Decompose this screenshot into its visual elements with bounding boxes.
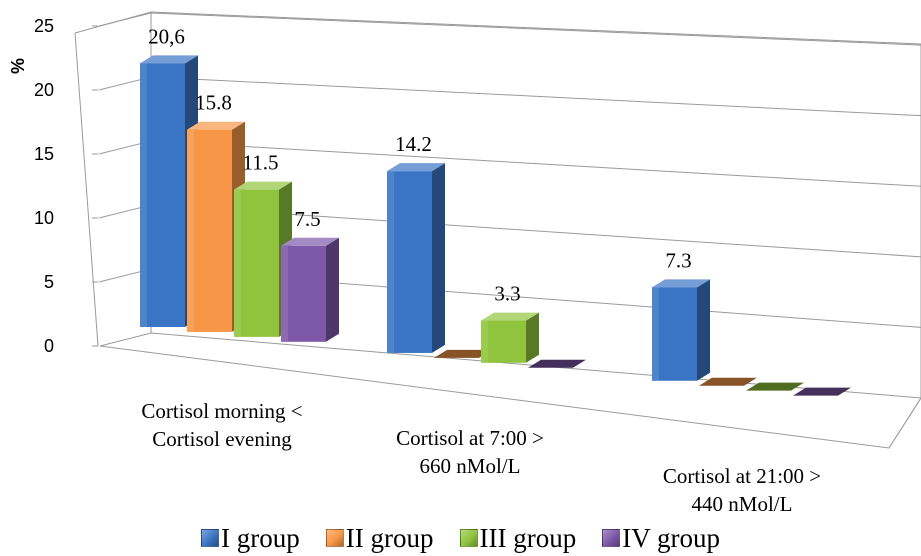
- legend-label: III group: [479, 522, 577, 553]
- data-label: 11.5: [243, 151, 279, 175]
- bar-flat: [434, 349, 492, 358]
- legend-item: IV group: [602, 523, 720, 554]
- bar-front: [481, 320, 526, 363]
- bar-front: [187, 129, 232, 332]
- data-label: 7.5: [294, 207, 320, 231]
- legend-swatch: [201, 529, 220, 547]
- wall-top-edge: [74, 11, 921, 45]
- bar-side: [326, 237, 339, 342]
- bar-highlight: [652, 287, 659, 381]
- bar-side: [526, 312, 539, 363]
- bar-front: [281, 245, 326, 342]
- bar: [699, 377, 757, 386]
- bar-highlight: [187, 129, 194, 332]
- legend-swatch: [602, 529, 621, 547]
- bar-side: [432, 163, 445, 353]
- gridline: [98, 12, 921, 46]
- bar-highlight: [281, 245, 288, 342]
- bar-top: [187, 121, 245, 130]
- bar-top: [140, 55, 198, 64]
- bar-flat: [746, 382, 804, 391]
- data-labels: 20,6 14.2 7.3 15.8 11.5 3.3 7.5: [148, 24, 692, 305]
- bar-top: [387, 163, 445, 172]
- bar: [793, 387, 851, 396]
- bar-top: [652, 279, 710, 288]
- bar: [434, 349, 492, 358]
- bar-highlight: [140, 63, 147, 327]
- bar: [746, 382, 804, 391]
- data-label: 15.8: [195, 91, 232, 115]
- legend-label: II group: [345, 522, 434, 553]
- bar-flat: [699, 377, 757, 386]
- data-label: 14.2: [395, 132, 432, 156]
- data-label: 20,6: [148, 24, 185, 48]
- category-label: Cortisol morning < Cortisol evening: [141, 399, 302, 451]
- legend-swatch: [459, 529, 478, 547]
- y-tick-label: 0: [44, 336, 54, 356]
- bar: [140, 55, 198, 327]
- y-tick-label: 20: [34, 80, 54, 100]
- y-tick-label: 15: [34, 144, 54, 164]
- bar: [652, 279, 710, 381]
- bar: [481, 312, 539, 363]
- bar-top: [234, 181, 292, 190]
- bar-highlight: [387, 171, 394, 353]
- y-axis-label: %: [8, 58, 28, 74]
- bar-flat: [793, 387, 851, 396]
- legend-label: IV group: [622, 522, 720, 553]
- category-label: Cortisol at 7:00 >660 nMol/L: [396, 426, 544, 478]
- bar-flat: [528, 359, 586, 368]
- bar-front: [387, 171, 432, 353]
- y-tick-label: 5: [44, 272, 54, 292]
- bar-top: [481, 312, 539, 321]
- bar: [528, 359, 586, 368]
- y-tick-label: 25: [34, 16, 54, 36]
- legend: I group II group III group IV group: [0, 521, 921, 555]
- category-label: Cortisol at 21:00 >440 nMol/L: [663, 464, 821, 516]
- bar-highlight: [234, 189, 241, 337]
- bar: [281, 237, 339, 342]
- bar-front: [652, 287, 697, 381]
- legend-item: III group: [459, 522, 577, 554]
- bar-highlight: [481, 320, 488, 363]
- legend-item: I group: [201, 523, 300, 554]
- bars: [140, 55, 851, 396]
- category-labels: Cortisol morning < Cortisol evening Cortis…: [141, 399, 821, 516]
- floor-right-edge: [888, 397, 921, 449]
- y-axis: 0 5 10 15 20 25%: [8, 16, 98, 356]
- data-label: 7.3: [665, 248, 691, 272]
- bar: [387, 163, 445, 353]
- chart-floor: [99, 332, 921, 449]
- bar-side: [697, 279, 710, 381]
- legend-item: II group: [325, 522, 434, 554]
- legend-label: I group: [221, 522, 300, 553]
- legend-swatch: [325, 529, 344, 547]
- bar-top: [281, 237, 339, 246]
- data-label: 3.3: [494, 282, 520, 306]
- left-wall-edge: [74, 32, 99, 347]
- y-tick-label: 10: [34, 208, 54, 228]
- bar-front: [234, 189, 279, 337]
- bar-front: [140, 63, 185, 327]
- bar: [187, 121, 245, 332]
